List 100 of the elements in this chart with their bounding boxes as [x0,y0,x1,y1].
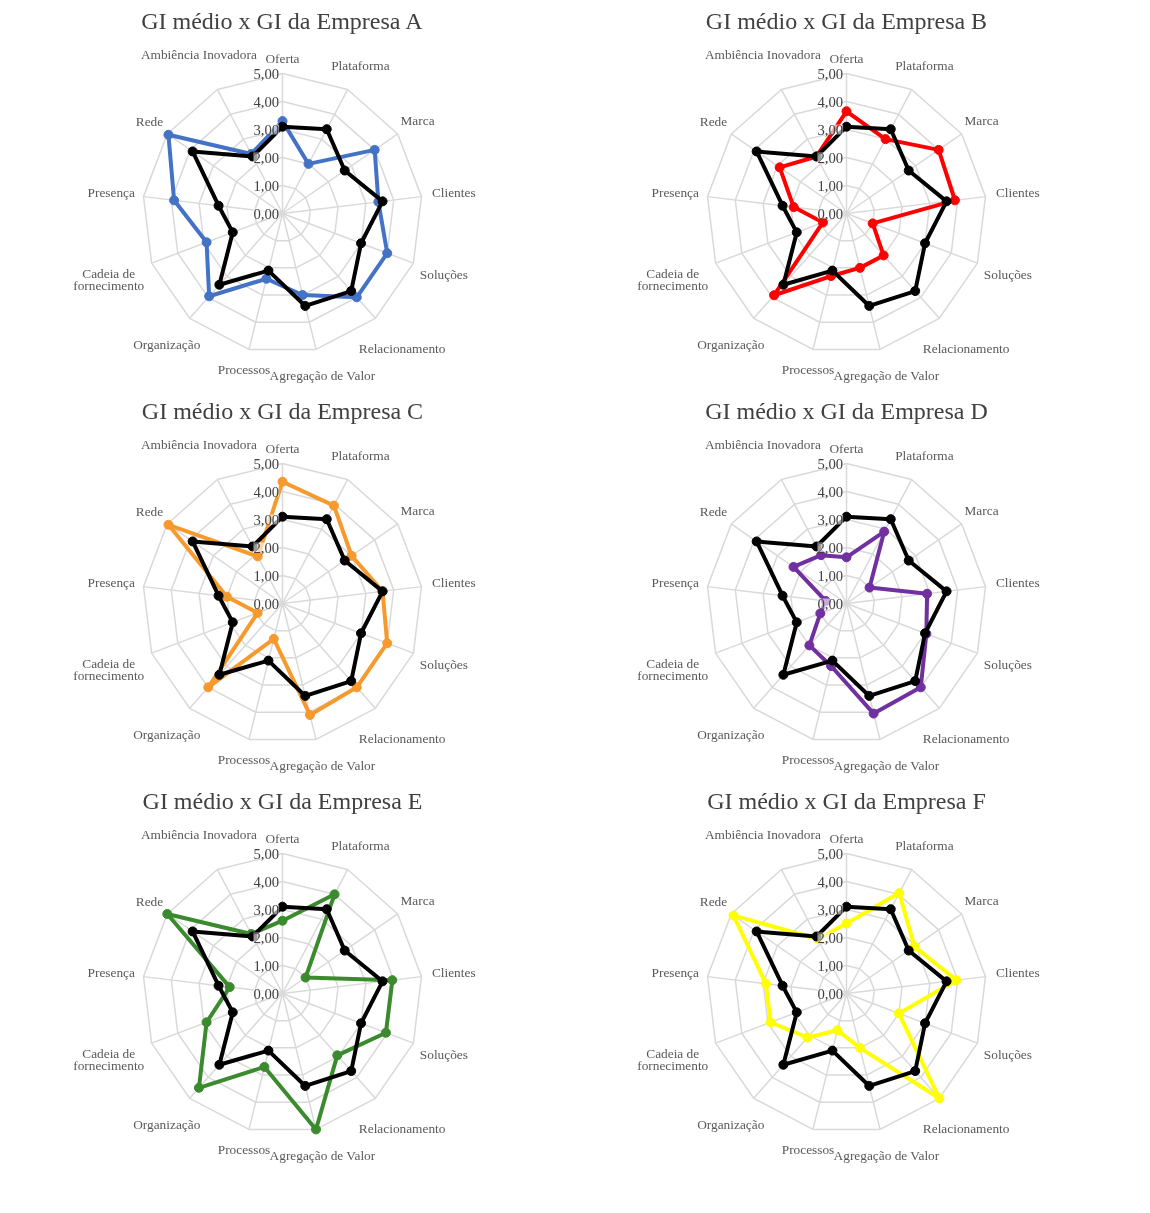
y-tick-label: 5,00 [253,455,280,472]
chart-title: GI médio x GI da Empresa B [705,7,988,34]
spoke-label: Ambiência Inovadora [140,436,257,452]
y-tick-label: 2,00 [817,539,844,556]
y-tick-label: 5,00 [253,65,280,82]
spoke-label: Presença [87,965,136,981]
spoke-label: Processos [781,752,835,768]
y-tick-label: 0,00 [817,205,844,222]
y-tick-label: 0,00 [817,595,844,612]
y-tick-label: 2,00 [817,149,844,166]
spoke-label: Soluções [983,267,1032,283]
spoke-label: Processos [217,362,271,378]
y-tick-label: 5,00 [817,845,844,862]
spoke-label: Organização [697,726,765,742]
spoke-label: Relacionamento [922,731,1010,747]
spoke-label: Relacionamento [358,341,446,357]
spoke-label: Oferta [265,441,300,457]
y-tick-label: 2,00 [253,929,280,946]
spoke-label: Rede [699,504,728,520]
spoke-label: Soluções [419,267,468,283]
spoke-label: Presença [651,575,700,591]
spoke-label: Plataforma [331,57,390,73]
spoke-label: Organização [133,1116,201,1132]
y-tick-label: 3,00 [817,901,844,918]
spoke-label: Soluções [983,657,1032,673]
spoke-label: Clientes [431,965,476,981]
spoke-label: Cadeia de fornecimento [637,1045,709,1074]
y-tick-label: 1,00 [817,957,844,974]
spoke-label: Oferta [265,831,300,847]
spoke-label: Relacionamento [922,1121,1010,1137]
y-tick-label: 3,00 [253,901,280,918]
y-tick-label: 0,00 [817,985,844,1002]
y-tick-label: 0,00 [253,595,280,612]
spoke-label: Marca [964,112,999,128]
spoke-label: Agregação de Valor [833,758,940,774]
y-tick-label: 2,00 [253,149,280,166]
y-tick-label: 1,00 [253,567,280,584]
y-tick-label: 4,00 [817,483,844,500]
spoke-label: Relacionamento [922,341,1010,357]
y-tick-label: 3,00 [253,511,280,528]
spoke-label: Presença [651,965,700,981]
spoke-label: Clientes [995,185,1040,201]
spoke-label: Plataforma [331,447,390,463]
spoke-label: Rede [699,894,728,910]
spoke-label: Rede [135,504,164,520]
spoke-label: Rede [699,114,728,130]
spoke-label: Presença [651,185,700,201]
spoke-label: Relacionamento [358,1121,446,1137]
spoke-label: Processos [217,752,271,768]
y-tick-label: 3,00 [817,121,844,138]
spoke-label: Organização [133,726,201,742]
spoke-label: Rede [135,894,164,910]
spoke-label: Cadeia de fornecimento [637,265,709,294]
spoke-label: Ambiência Inovadora [704,826,821,842]
y-tick-label: 5,00 [253,845,280,862]
y-tick-label: 5,00 [817,455,844,472]
spoke-label: Oferta [265,51,300,67]
spoke-label: Clientes [995,965,1040,981]
spoke-label: Plataforma [895,447,954,463]
y-tick-label: 3,00 [817,511,844,528]
chart-title: GI médio x GI da Empresa C [141,397,424,424]
chart-title: GI médio x GI da Empresa A [141,7,424,34]
spoke-label: Plataforma [895,57,954,73]
y-tick-label: 4,00 [253,873,280,890]
spoke-label: Marca [964,892,999,908]
y-tick-label: 2,00 [817,929,844,946]
spoke-label: Soluções [983,1047,1032,1063]
y-tick-label: 3,00 [253,121,280,138]
y-tick-label: 0,00 [253,985,280,1002]
spoke-label: Marca [400,112,435,128]
y-tick-label: 1,00 [817,567,844,584]
y-tick-label: 5,00 [817,65,844,82]
spoke-label: Processos [217,1142,271,1158]
spoke-label: Relacionamento [358,731,446,747]
spoke-label: Ambiência Inovadora [140,46,257,62]
spoke-label: Agregação de Valor [269,1148,376,1164]
y-tick-label: 1,00 [817,177,844,194]
spoke-label: Agregação de Valor [269,758,376,774]
spoke-label: Oferta [829,831,864,847]
spoke-label: Oferta [829,51,864,67]
chart-title: GI médio x GI da Empresa F [707,787,986,814]
y-tick-label: 4,00 [817,93,844,110]
spoke-label: Marca [400,892,435,908]
spoke-label: Soluções [419,657,468,673]
spoke-label: Processos [781,1142,835,1158]
y-tick-label: 1,00 [253,177,280,194]
spoke-label: Cadeia de fornecimento [73,265,145,294]
spoke-label: Plataforma [895,837,954,853]
spoke-label: Organização [133,336,201,352]
spoke-label: Agregação de Valor [269,368,376,384]
spoke-label: Ambiência Inovadora [704,46,821,62]
spoke-label: Cadeia de fornecimento [73,655,145,684]
spoke-label: Soluções [419,1047,468,1063]
y-tick-label: 4,00 [253,483,280,500]
y-tick-label: 0,00 [253,205,280,222]
chart-title: GI médio x GI da Empresa D [705,397,988,424]
spoke-label: Presença [87,185,136,201]
spoke-label: Rede [135,114,164,130]
y-tick-label: 4,00 [817,873,844,890]
spoke-label: Marca [964,502,999,518]
